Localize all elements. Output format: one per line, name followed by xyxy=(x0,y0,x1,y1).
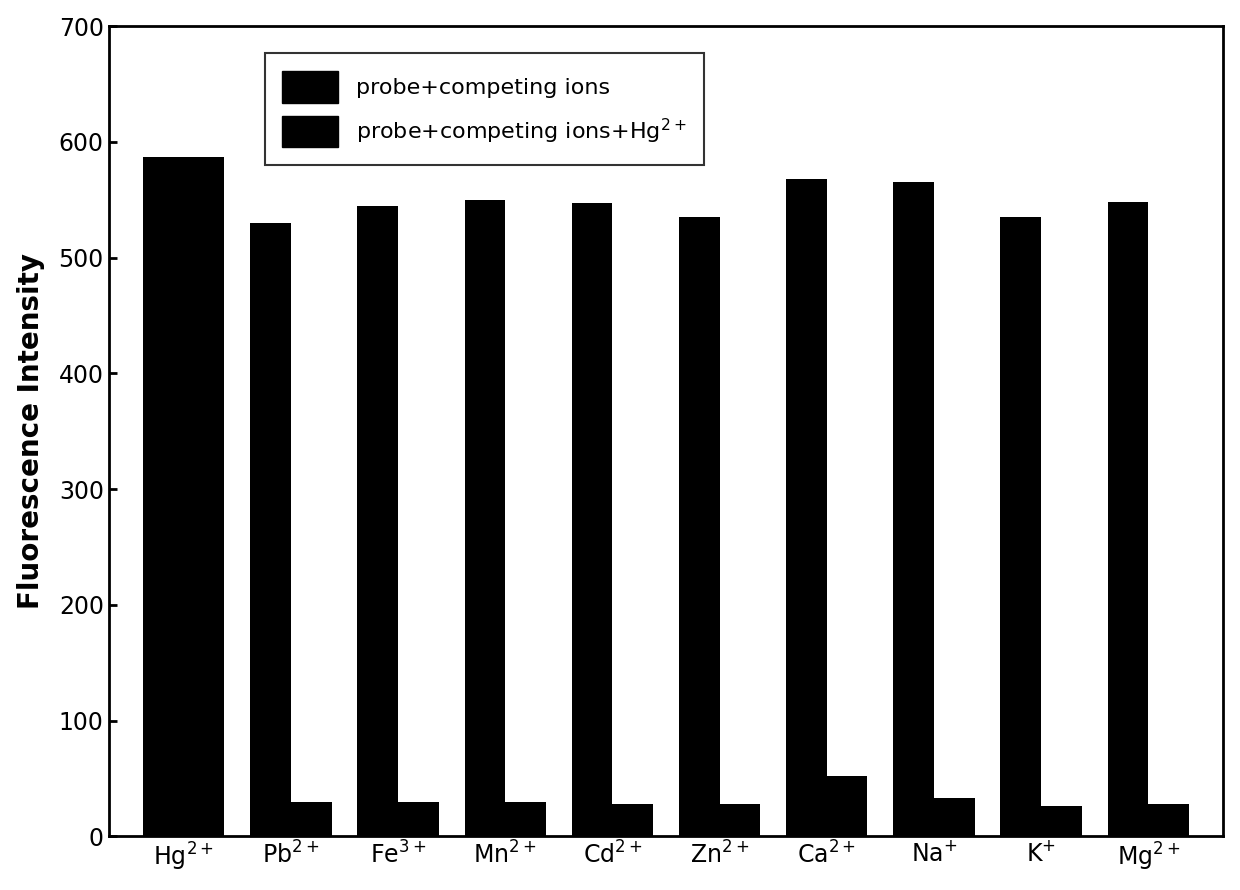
Bar xyxy=(1148,804,1189,837)
Bar xyxy=(719,804,760,837)
Y-axis label: Fluorescence Intensity: Fluorescence Intensity xyxy=(16,254,45,610)
Bar xyxy=(291,802,331,837)
Bar xyxy=(357,206,398,837)
Bar xyxy=(143,157,184,837)
Bar xyxy=(572,203,613,837)
Bar xyxy=(893,182,934,837)
Bar xyxy=(465,199,505,837)
Bar xyxy=(934,798,975,837)
Bar xyxy=(184,157,224,837)
Bar xyxy=(505,802,546,837)
Legend: probe+competing ions, probe+competing ions+Hg$^{2+}$: probe+competing ions, probe+competing io… xyxy=(264,53,704,166)
Bar xyxy=(1001,217,1042,837)
Bar xyxy=(786,179,827,837)
Bar xyxy=(678,217,719,837)
Bar xyxy=(613,804,653,837)
Bar xyxy=(398,802,439,837)
Bar xyxy=(1107,202,1148,837)
Bar xyxy=(250,222,291,837)
Bar xyxy=(827,776,868,837)
Bar xyxy=(1042,806,1081,837)
